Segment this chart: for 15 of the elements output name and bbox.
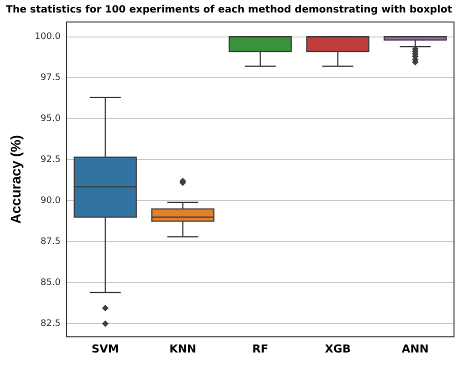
y-tick-label: 82.5 (40, 319, 61, 330)
y-tick-label: 97.5 (40, 73, 61, 84)
y-tick-label: 87.5 (40, 237, 61, 248)
x-tick-label: SVM (92, 342, 120, 356)
x-tick-label: ANN (402, 342, 429, 356)
y-tick-label: 85.0 (40, 278, 61, 288)
y-tick-label: 100.0 (34, 32, 61, 42)
x-tick-label: KNN (169, 342, 196, 356)
x-tick-label: RF (252, 342, 268, 356)
y-tick-label: 90.0 (40, 196, 61, 206)
y-tick-label: 92.5 (40, 155, 61, 166)
chart-title: The statistics for 100 experiments of each method demonstrating with boxplot (6, 4, 452, 16)
y-tick-label: 95.0 (40, 114, 61, 124)
y-axis-title: Accuracy (%) (7, 135, 24, 224)
x-tick-label: XGB (324, 342, 351, 356)
